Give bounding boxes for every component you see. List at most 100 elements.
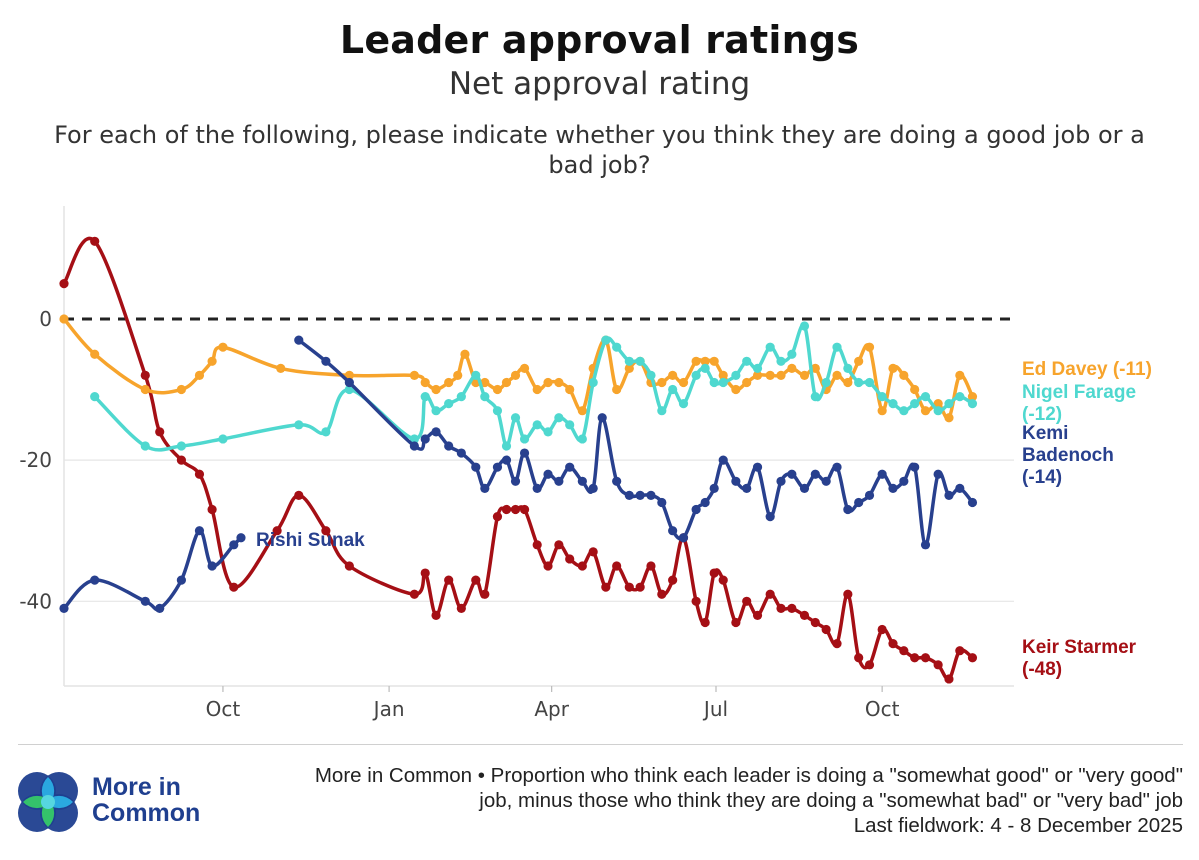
x-tick-label: Oct <box>206 697 241 721</box>
data-point-badenoch <box>920 540 931 550</box>
data-point-farage <box>176 441 186 451</box>
data-point-farage <box>752 363 763 373</box>
data-point-badenoch <box>510 476 521 486</box>
data-point-badenoch <box>565 462 575 472</box>
data-point-farage <box>691 370 701 381</box>
series-label-line: Badenoch <box>1022 445 1114 466</box>
data-point-starmer <box>409 589 419 599</box>
more-in-common-logo-icon <box>18 772 78 832</box>
data-point-davey <box>709 356 719 366</box>
data-point-farage <box>456 391 466 402</box>
series-line-davey <box>62 317 975 421</box>
data-point-farage <box>657 406 667 416</box>
data-point-badenoch <box>877 469 887 479</box>
series-label-line: (-12) <box>1022 404 1062 425</box>
data-point-badenoch <box>799 483 810 493</box>
data-point-badenoch <box>294 335 304 345</box>
series-label-line: (-48) <box>1022 659 1062 680</box>
data-point-starmer <box>944 674 954 684</box>
data-point-farage <box>577 434 587 444</box>
data-point-davey <box>90 349 100 359</box>
y-tick-label: -40 <box>19 589 52 613</box>
data-point-badenoch <box>532 483 542 493</box>
data-point-davey <box>668 370 678 381</box>
data-point-farage <box>709 377 719 388</box>
data-point-farage <box>218 434 228 444</box>
data-point-starmer <box>635 582 645 592</box>
data-point-starmer <box>456 603 466 613</box>
data-point-davey <box>700 356 710 366</box>
data-point-farage <box>832 342 842 352</box>
data-point-davey <box>59 314 69 324</box>
data-point-starmer <box>431 610 441 621</box>
data-point-davey <box>492 384 503 395</box>
data-point-farage <box>471 370 481 381</box>
data-point-farage <box>967 399 978 409</box>
data-point-farage <box>492 406 503 416</box>
series-line-starmer <box>62 236 975 681</box>
data-point-starmer <box>854 653 864 663</box>
x-tick-label: Jul <box>702 697 728 721</box>
data-point-badenoch <box>700 497 710 508</box>
data-point-badenoch <box>409 441 419 451</box>
data-point-farage <box>294 420 304 430</box>
series-label-sunak: Rishi Sunak <box>256 530 365 551</box>
data-point-farage <box>543 427 553 437</box>
data-point-farage <box>510 413 521 423</box>
data-point-farage <box>90 391 100 402</box>
data-point-farage <box>700 363 710 373</box>
data-point-farage <box>731 370 741 381</box>
data-point-farage <box>635 356 645 366</box>
data-point-starmer <box>344 561 354 571</box>
data-point-davey <box>854 356 864 366</box>
data-point-davey <box>519 363 530 373</box>
series-label-farage: Nigel Farage (-12) <box>1022 382 1136 425</box>
data-point-davey <box>657 377 667 388</box>
brand-line-2: Common <box>92 799 201 827</box>
data-point-davey <box>276 363 286 373</box>
data-point-davey <box>409 370 419 381</box>
brand-name: More in Common <box>92 774 232 826</box>
brand-line-1: More in <box>92 773 181 801</box>
data-point-davey <box>799 370 810 381</box>
data-point-badenoch <box>321 356 331 366</box>
data-point-badenoch <box>765 511 775 522</box>
data-point-starmer <box>967 653 978 663</box>
data-point-badenoch <box>344 377 354 388</box>
series-sunak <box>59 526 246 613</box>
data-point-starmer <box>194 469 205 479</box>
data-point-farage <box>501 441 512 451</box>
data-point-farage <box>843 363 853 373</box>
data-point-badenoch <box>624 490 634 501</box>
data-point-starmer <box>933 660 943 670</box>
data-point-farage <box>933 406 943 416</box>
data-point-farage <box>519 434 530 444</box>
data-point-starmer <box>657 589 667 599</box>
series-farage <box>90 321 978 452</box>
data-point-badenoch <box>832 462 842 472</box>
x-tick-label: Apr <box>534 697 569 721</box>
series-badenoch <box>294 335 978 550</box>
data-point-farage <box>480 391 490 402</box>
data-point-farage <box>431 406 441 416</box>
data-point-davey <box>554 377 564 388</box>
series-label-line: Nigel Farage <box>1022 382 1136 403</box>
data-point-starmer <box>519 504 530 515</box>
data-point-davey <box>543 377 553 388</box>
data-point-badenoch <box>899 476 909 486</box>
data-point-starmer <box>899 646 909 656</box>
series-line-badenoch <box>297 338 975 547</box>
data-point-farage <box>955 391 965 402</box>
data-point-starmer <box>612 561 622 571</box>
series-starmer <box>59 236 978 684</box>
data-point-farage <box>888 399 898 409</box>
data-point-davey <box>843 377 853 388</box>
data-point-davey <box>742 377 752 388</box>
data-point-starmer <box>752 610 763 621</box>
series-label-badenoch: Kemi Badenoch (-14) <box>1022 423 1114 488</box>
data-point-starmer <box>155 427 165 437</box>
data-point-badenoch <box>752 462 763 472</box>
data-point-farage <box>140 441 150 451</box>
series-label-line: Kemi <box>1022 423 1068 444</box>
data-point-davey <box>207 356 217 366</box>
